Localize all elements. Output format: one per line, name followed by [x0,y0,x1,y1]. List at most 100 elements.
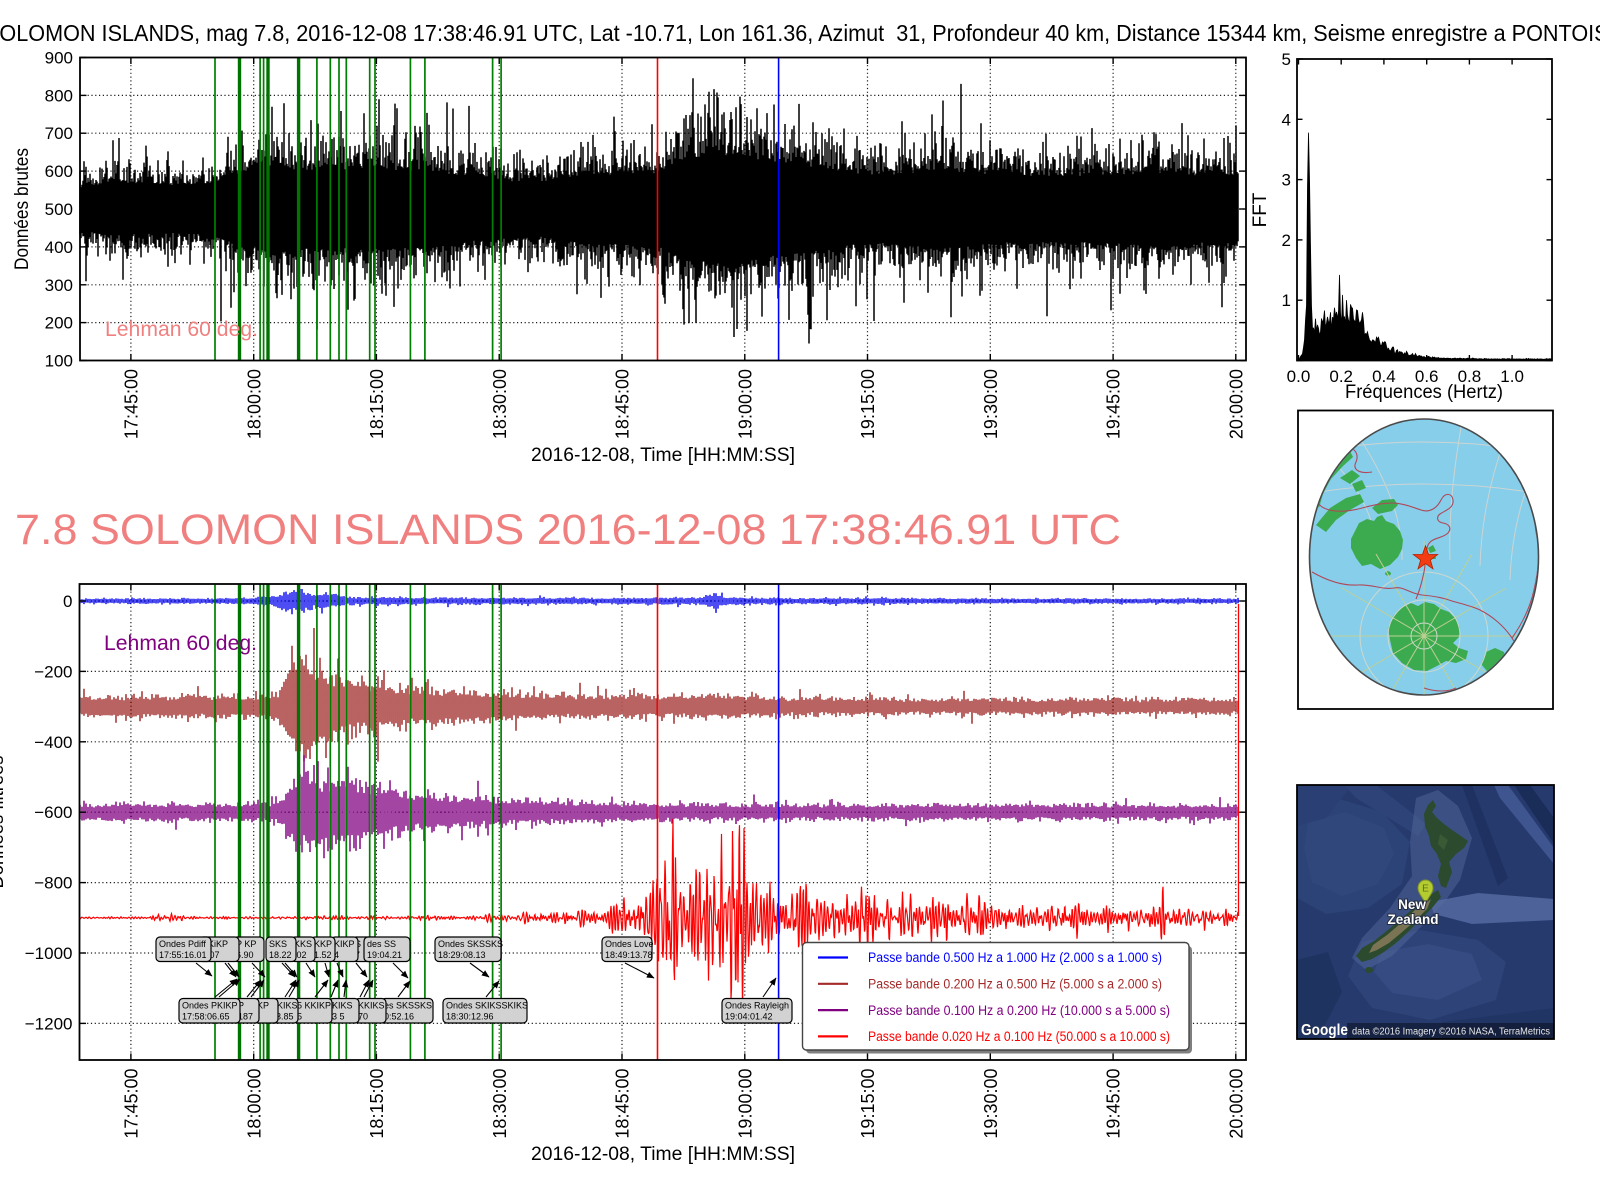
svg-text:data ©2016 Imagery ©2016 NASA: data ©2016 Imagery ©2016 NASA, TerraMetr… [1352,1027,1550,1038]
svg-text:600: 600 [45,162,73,181]
svg-text:0: 0 [63,592,72,611]
svg-text:5: 5 [297,1012,302,1022]
svg-text:Passe bande 0.020 Hz a 0.100 H: Passe bande 0.020 Hz a 0.100 Hz (50.000 … [868,1029,1170,1044]
svg-text:1.52: 1.52 [314,950,332,960]
svg-text:18:29:08.13: 18:29:08.13 [438,950,486,960]
svg-text:400: 400 [45,238,73,257]
svg-text:18:49:13.78: 18:49:13.78 [605,950,653,960]
svg-text:19:00:00: 19:00:00 [735,369,755,439]
svg-text:Ondes SKIKSSKIKS: Ondes SKIKSSKIKS [446,1000,528,1010]
svg-text:187: 187 [238,1012,253,1022]
svg-text:300: 300 [45,276,73,295]
svg-text:13.85: 13.85 [271,1012,294,1022]
svg-text:19:30:00: 19:30:00 [981,1069,1001,1139]
svg-text:800: 800 [45,86,73,105]
svg-text:KIKS: KIKS [332,1000,353,1010]
svg-text:70: 70 [358,1012,368,1022]
svg-text:SKS: SKS [269,939,287,949]
svg-text:17:58:06.65: 17:58:06.65 [182,1012,230,1022]
svg-text:des SS: des SS [367,939,396,949]
svg-text:700: 700 [45,124,73,143]
svg-text:18:00:00: 18:00:00 [244,1069,264,1139]
svg-text:1.0: 1.0 [1500,367,1524,386]
svg-text:19:45:00: 19:45:00 [1104,1069,1124,1139]
svg-text:−800: −800 [34,874,72,893]
svg-text:19:00:00: 19:00:00 [735,1069,755,1139]
svg-text:19:15:00: 19:15:00 [858,369,878,439]
svg-text:SOLOMON ISLANDS, mag 7.8, 2016: SOLOMON ISLANDS, mag 7.8, 2016-12-08 17:… [0,20,1600,46]
svg-text:Ondes PKIKP: Ondes PKIKP [182,1000,238,1010]
svg-text:Passe bande 0.500 Hz a 1.000 H: Passe bande 0.500 Hz a 1.000 Hz (2.000 s… [868,950,1162,965]
svg-text:−1200: −1200 [25,1014,73,1033]
svg-text:Données brutes: Données brutes [12,148,33,270]
svg-text:KP: KP [257,1000,269,1010]
svg-text:19:04:01.42: 19:04:01.42 [725,1012,773,1022]
svg-text:0.0: 0.0 [1287,367,1311,386]
svg-text:0:52.16: 0:52.16 [384,1012,414,1022]
svg-text:17:45:00: 17:45:00 [122,1069,142,1139]
svg-text:Ondes Love: Ondes Love [605,939,654,949]
svg-text:18:15:00: 18:15:00 [367,1069,387,1139]
svg-text:0.8: 0.8 [1458,367,1482,386]
svg-text:18.22: 18.22 [269,950,292,960]
svg-text:500: 500 [45,200,73,219]
svg-text:18:15:00: 18:15:00 [367,369,387,439]
svg-text:es SKSSKS: es SKSSKS [384,1000,432,1010]
svg-text:2016-12-08, Time [HH:MM:SS]: 2016-12-08, Time [HH:MM:SS] [531,445,795,466]
svg-text:18:30:12.96: 18:30:12.96 [446,1012,494,1022]
svg-text:KKP: KKP [314,939,332,949]
svg-text:Lehman 60 deg.: Lehman 60 deg. [105,317,258,341]
svg-text:7.8 SOLOMON ISLANDS 2016-12-08: 7.8 SOLOMON ISLANDS 2016-12-08 17:38:46.… [15,506,1121,554]
svg-text:4: 4 [1282,110,1291,129]
svg-text:PKiKP: PKiKP [202,939,228,949]
svg-text:P KP: P KP [236,939,256,949]
svg-text:3 5: 3 5 [332,1012,345,1022]
svg-text:−400: −400 [34,733,72,752]
svg-text:18:45:00: 18:45:00 [613,369,633,439]
svg-text:P: P [238,1000,244,1010]
svg-text:2016-12-08, Time [HH:MM:SS]: 2016-12-08, Time [HH:MM:SS] [531,1144,795,1165]
svg-text:900: 900 [45,49,73,68]
svg-text:.02: .02 [294,950,307,960]
svg-text:200: 200 [45,314,73,333]
svg-text:20:00:00: 20:00:00 [1226,1069,1246,1139]
svg-text:19:45:00: 19:45:00 [1104,369,1124,439]
svg-text:SKIKS: SKIKS [271,1000,298,1010]
svg-text:Fréquences (Hertz): Fréquences (Hertz) [1345,382,1503,403]
svg-text:Google: Google [1301,1022,1348,1039]
svg-text:18:00:00: 18:00:00 [244,369,264,439]
svg-text:Ondes Rayleigh: Ondes Rayleigh [725,1000,789,1010]
svg-text:18:30:00: 18:30:00 [490,1069,510,1139]
svg-text:FFT: FFT [1250,192,1271,227]
svg-text:Zealand: Zealand [1387,912,1438,927]
svg-text:New: New [1398,897,1426,912]
svg-text:18:30:00: 18:30:00 [490,369,510,439]
svg-text:E: E [1422,884,1429,895]
svg-text:−200: −200 [34,662,72,681]
svg-text:Ondes Pdiff: Ondes Pdiff [159,939,206,949]
svg-text:Lehman 60 deg.: Lehman 60 deg. [104,631,257,655]
svg-text:KKIKS: KKIKS [358,1000,385,1010]
svg-text:17:55:16.01: 17:55:16.01 [159,950,207,960]
svg-text:100: 100 [45,352,73,371]
svg-text:KKS: KKS [294,939,312,949]
svg-text:Passe bande 0.200 Hz a 0.500 H: Passe bande 0.200 Hz a 0.500 Hz (5.000 s… [868,977,1162,992]
svg-text:5: 5 [1282,50,1291,69]
svg-text:0.4: 0.4 [1372,367,1396,386]
svg-text:19:04.21: 19:04.21 [367,950,402,960]
svg-text:19:30:00: 19:30:00 [981,369,1001,439]
svg-text:Données filtrées: Données filtrées [0,756,8,889]
svg-text:−1000: −1000 [25,944,73,963]
svg-text:18:45:00: 18:45:00 [613,1069,633,1139]
svg-text:4: 4 [334,950,339,960]
svg-text:2: 2 [1282,231,1291,250]
svg-text:0.2: 0.2 [1329,367,1353,386]
svg-text:6.90: 6.90 [236,950,254,960]
svg-text:1: 1 [1282,291,1291,310]
svg-text:3: 3 [1282,171,1291,190]
svg-text:KIKP: KIKP [334,939,355,949]
svg-text:0.6: 0.6 [1415,367,1439,386]
svg-text:20:00:00: 20:00:00 [1226,369,1246,439]
svg-text:19:15:00: 19:15:00 [858,1069,878,1139]
svg-text:17:45:00: 17:45:00 [122,369,142,439]
